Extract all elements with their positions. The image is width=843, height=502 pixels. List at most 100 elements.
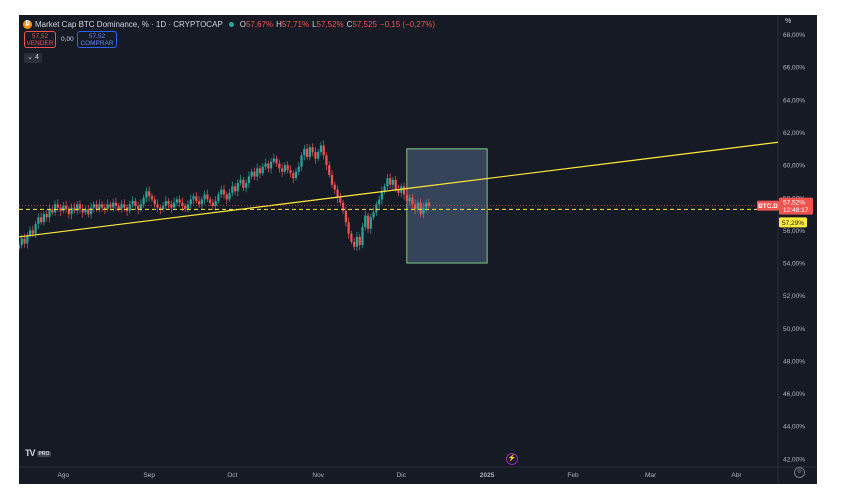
candle [37, 213, 40, 229]
candle [51, 206, 54, 216]
x-tick-label: Dic [397, 472, 407, 479]
candle [214, 196, 217, 211]
candle [383, 183, 386, 194]
candle [380, 186, 383, 205]
spread-value: 0,00 [61, 36, 74, 43]
close-label: C [346, 19, 353, 29]
change-value: −0,15 (−0,27%) [379, 19, 436, 29]
gear-icon[interactable]: ⚙ [794, 467, 805, 478]
candle [355, 232, 359, 251]
candle [247, 171, 251, 189]
high-value: 57,71% [281, 19, 310, 29]
candle [142, 194, 145, 208]
candle [161, 202, 165, 212]
candle [258, 165, 262, 179]
candle [233, 183, 237, 196]
candle [405, 189, 408, 204]
candle [73, 202, 76, 214]
candle [84, 206, 87, 216]
candle [178, 195, 181, 207]
price-chart[interactable]: 42,00% 44,00% 46,00% 48,00% 50,00% 52,00% 54,0… [19, 15, 817, 484]
y-tick-label: 66,00% [783, 65, 805, 72]
candle [328, 161, 331, 178]
candle [148, 186, 151, 202]
pro-badge: PRO [36, 450, 52, 457]
candle [341, 199, 345, 215]
candle [425, 199, 428, 213]
candle [114, 197, 118, 211]
candle [311, 143, 314, 157]
candle [269, 157, 273, 174]
candle [330, 170, 334, 189]
candle [281, 163, 284, 177]
candle [125, 204, 129, 216]
candle [134, 198, 137, 211]
sell-button[interactable]: 57,52 VENDER [24, 31, 56, 48]
y-tick-label: 46,00% [783, 391, 805, 398]
candle [366, 212, 370, 234]
candle [267, 160, 270, 173]
trendline-drawing[interactable] [19, 141, 779, 238]
lightning-icon[interactable]: ⚡ [506, 453, 518, 465]
candle [92, 201, 95, 213]
candle [87, 205, 90, 218]
candle [53, 200, 57, 216]
x-tick-label: Mar [645, 472, 657, 479]
candle [308, 144, 311, 161]
x-tick-label: Nov [312, 472, 324, 479]
candle [189, 194, 192, 209]
candle [353, 237, 356, 251]
y-tick-label: 44,00% [783, 424, 805, 431]
logo-text: TV [25, 448, 35, 458]
x-tick-label: Oct [227, 472, 237, 479]
candle [26, 232, 29, 249]
candle [256, 163, 259, 181]
rectangle-drawing[interactable] [406, 148, 488, 264]
symbol-title[interactable]: Market Cap BTC Dominance, % · 1D · CRYPT… [35, 19, 223, 29]
candle [173, 197, 176, 211]
x-tick-label: Feb [567, 472, 579, 479]
tradingview-logo[interactable]: TV PRO [25, 448, 52, 458]
candle [397, 184, 400, 197]
candle [303, 144, 306, 161]
candle [222, 184, 226, 199]
y-tick-label: 64,00% [783, 97, 805, 104]
candle [325, 152, 328, 171]
candle [220, 185, 223, 198]
y-tick-label: 48,00% [783, 358, 805, 365]
candle [391, 176, 395, 190]
candle [239, 174, 242, 186]
y-tick-label: 42,00% [783, 456, 805, 463]
candle [81, 204, 84, 218]
candle [170, 200, 173, 213]
y-tick-label: 68,00% [783, 32, 805, 39]
candle [386, 174, 389, 190]
open-label: O [239, 19, 246, 29]
candle [294, 167, 298, 181]
candle [369, 213, 372, 234]
bitcoin-icon: ₿ [23, 19, 32, 29]
candle [59, 204, 62, 216]
chart-frame[interactable]: 42,00% 44,00% 46,00% 48,00% 50,00% 52,00% 54,0… [19, 15, 817, 484]
candle [339, 192, 342, 206]
candle [192, 193, 195, 205]
y-tick-label: 52,00% [783, 293, 805, 300]
candle [289, 165, 292, 178]
candle [344, 206, 347, 227]
candle [292, 170, 295, 184]
close-value: 57,525 [352, 19, 377, 29]
candle [101, 201, 104, 212]
candle [364, 210, 367, 231]
candle [242, 176, 245, 192]
candle [253, 167, 256, 180]
candle [42, 211, 46, 226]
last-price-tag [779, 197, 813, 215]
chart-header: ₿ Market Cap BTC Dominance, % · 1D · CRY… [23, 17, 438, 31]
scale-unit[interactable]: % [785, 18, 792, 25]
candle [264, 158, 267, 171]
indicators-toggle[interactable]: ⌄ 4 [24, 53, 42, 63]
buy-button[interactable]: 57,52 COMPRAR [77, 31, 117, 48]
candle [76, 201, 79, 215]
candle [128, 200, 131, 214]
candle [206, 189, 209, 203]
